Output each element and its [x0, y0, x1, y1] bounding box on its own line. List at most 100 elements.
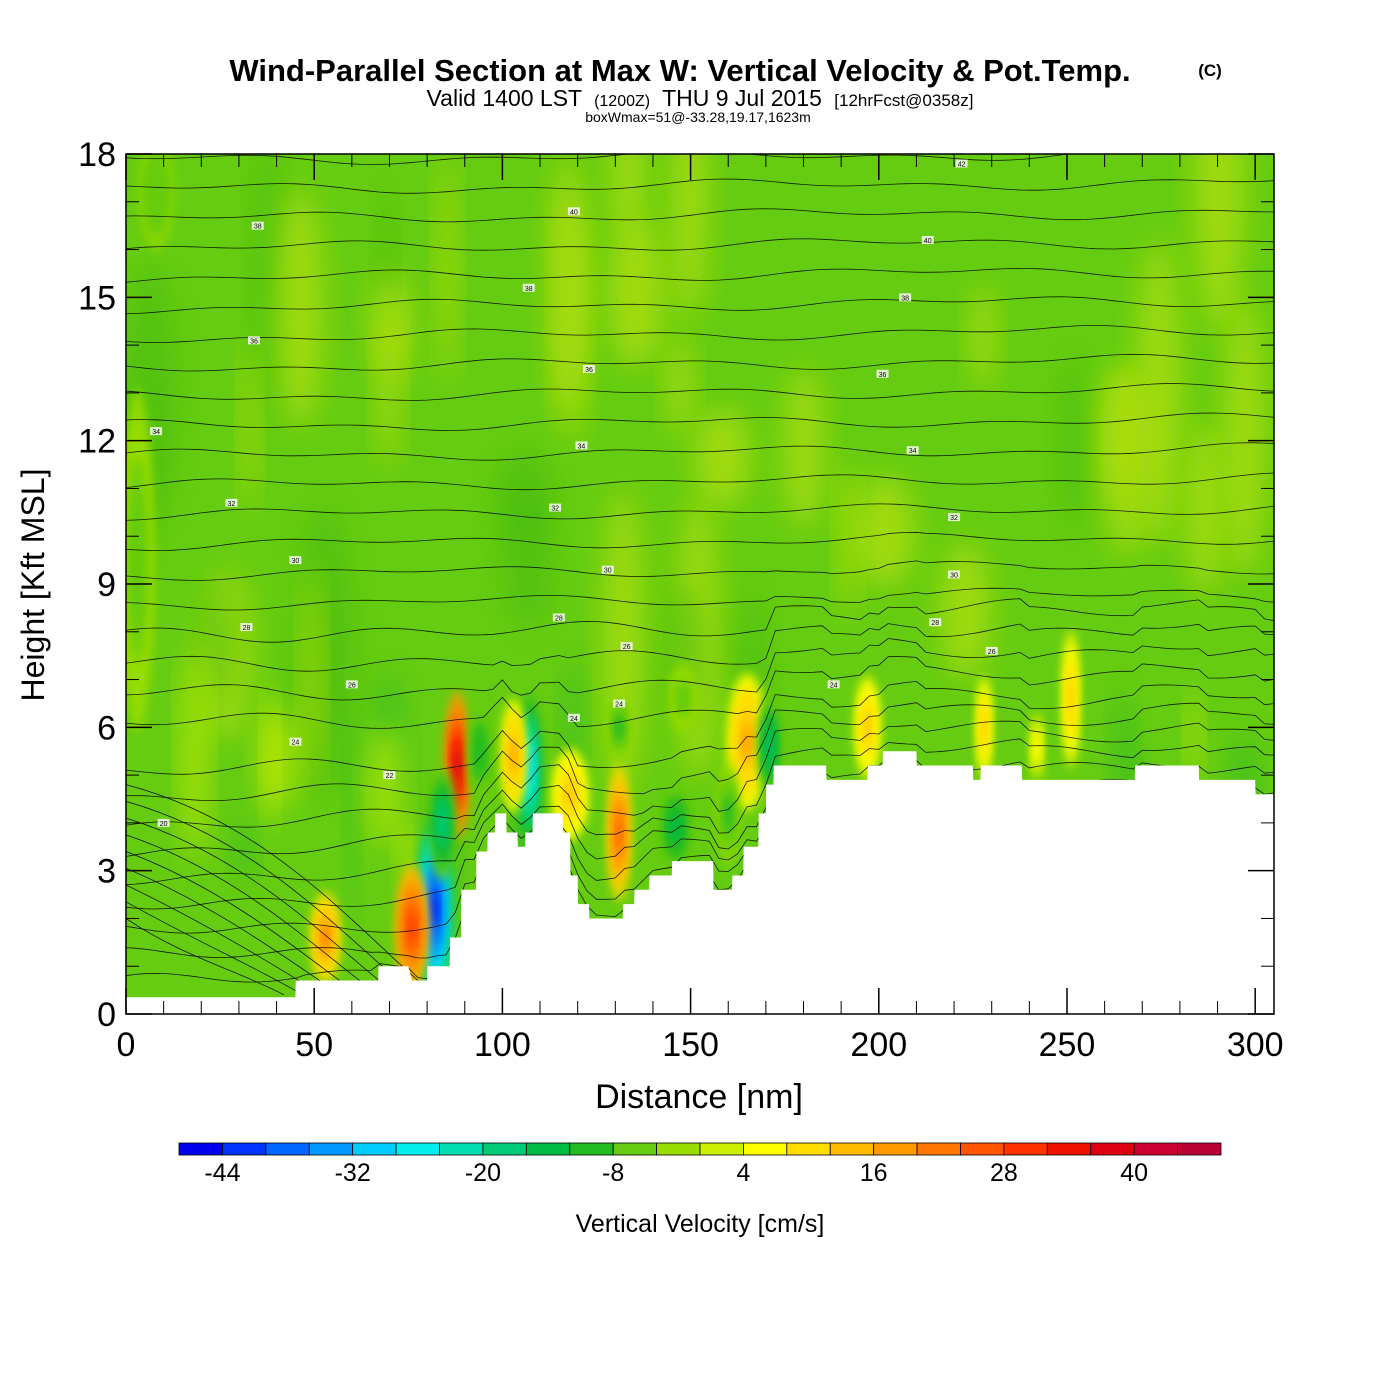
- updraft-patch: [671, 154, 708, 320]
- contour-label-bg: [613, 699, 626, 708]
- downdraft-core: [680, 691, 686, 706]
- contour-label: 34: [909, 448, 917, 455]
- y-tick-label: 6: [97, 709, 116, 747]
- isentrope-line: [126, 598, 1274, 643]
- updraft-patch: [260, 706, 294, 812]
- isentrope-line: [126, 720, 1274, 828]
- downdraft-core: [439, 811, 445, 835]
- updraft-core: [865, 717, 870, 738]
- contour-label-bg: [522, 283, 535, 292]
- downdraft-core: [672, 819, 679, 836]
- y-tick-labels: 0 3 6 9 12 15 18: [78, 136, 116, 1034]
- downdraft-core: [430, 890, 439, 928]
- updraft-patch: [607, 215, 665, 368]
- isentrope-line: [126, 442, 1274, 461]
- colorbar-swatch: [1046, 1142, 1092, 1156]
- updraft-patch: [1185, 420, 1224, 597]
- isentrope-line: [126, 867, 341, 996]
- x-tick-labels: 0 50 100 150 200 250 300: [117, 1026, 1284, 1064]
- updraft-core: [743, 727, 752, 756]
- plot-area: 20 22 24 26 28 30 32 34 36 38 24 24 26 28 30 32 34 36 38 40…: [126, 154, 1274, 1014]
- forecast-info: [12hrFcst@0358z]: [834, 91, 973, 110]
- downdraft-patch: [1059, 354, 1087, 531]
- updraft-patch: [694, 407, 751, 509]
- contour-label: 34: [152, 429, 160, 436]
- contour-label-bg: [948, 513, 961, 522]
- colorbar-tick-label: 4: [736, 1159, 750, 1187]
- colorbar-swatch: [656, 1142, 701, 1156]
- contour-label-bg: [827, 680, 840, 689]
- y-tick-label: 0: [97, 996, 116, 1034]
- contour-label-bg: [157, 818, 170, 827]
- downdraft-patch: [253, 154, 281, 406]
- colorbar-swatch: [916, 1142, 961, 1156]
- colorbar-swatch: [786, 1142, 831, 1156]
- updraft-patch: [784, 367, 824, 530]
- contour-label-bg: [876, 369, 889, 378]
- updraft-core: [1035, 739, 1039, 754]
- contour-label-bg: [985, 646, 998, 655]
- chart-subtitle: Valid 1400 LST (1200Z) THU 9 Jul 2015 [1…: [427, 85, 974, 111]
- x-tick-label: 200: [850, 1026, 907, 1064]
- colorbar-swatch: [743, 1142, 788, 1156]
- axis-ticks: [125, 153, 1274, 1015]
- isentrope-line: [126, 680, 1274, 775]
- isentrope-line: [126, 296, 1274, 315]
- contour-label-bg: [948, 570, 961, 579]
- downdraft-patch: [502, 487, 553, 630]
- contour-label: 24: [615, 701, 623, 708]
- contour-label-bg: [383, 771, 396, 780]
- isentrope-line: [126, 353, 1274, 372]
- colorbar-swatch: [352, 1142, 397, 1156]
- contour-label: 26: [623, 644, 631, 651]
- colorbar-tick-label: 28: [990, 1159, 1018, 1187]
- colorbar-swatch: [439, 1142, 484, 1156]
- contour-label-bg: [247, 336, 260, 345]
- x-tick-label: 100: [474, 1026, 531, 1064]
- updraft-patch: [1137, 239, 1181, 548]
- contour-label-bg: [552, 613, 565, 622]
- colorbar: [178, 1142, 1222, 1156]
- y-tick-label: 15: [78, 279, 116, 317]
- contour-label-bg: [955, 159, 968, 168]
- x-tick-label: 300: [1227, 1026, 1284, 1064]
- contour-label: 30: [950, 572, 958, 579]
- contour-labels: 20 22 24 26 28 30 32 34 36 38 24 24 26 28 30 32 34 36 38 40…: [150, 159, 998, 828]
- contour-label: 22: [386, 773, 394, 780]
- downdraft-patch: [205, 585, 234, 702]
- updraft-core: [566, 785, 574, 804]
- updraft-patch: [666, 335, 693, 435]
- updraft-patch: [302, 568, 322, 790]
- contour-label-bg: [225, 498, 238, 507]
- updraft-patch: [369, 724, 402, 848]
- contour-label-bg: [567, 207, 580, 216]
- downdraft-core: [152, 180, 160, 204]
- colorbar-swatch: [1090, 1142, 1135, 1156]
- updraft-patch: [241, 342, 257, 514]
- isentrope-line: [126, 702, 1274, 801]
- contour-label: 20: [160, 821, 168, 828]
- contour-label: 32: [950, 515, 958, 522]
- contour-label: 34: [578, 443, 586, 450]
- colorbar-swatch: [1133, 1142, 1178, 1156]
- contour-label-bg: [150, 427, 163, 436]
- colorbar-swatch: [482, 1142, 527, 1156]
- isentrope-line: [126, 178, 1274, 194]
- contour-label: 28: [931, 620, 939, 627]
- contour-label: 40: [570, 209, 578, 216]
- y-tick-label: 3: [97, 853, 116, 891]
- valid-time: Valid 1400 LST: [427, 85, 583, 111]
- downdraft-core: [616, 720, 622, 735]
- colorbar-tick-label: -32: [335, 1159, 371, 1187]
- colorbar-tick-label: -8: [602, 1159, 624, 1187]
- potential-temperature-contours: [126, 154, 1274, 1010]
- downdraft-patch: [346, 703, 358, 927]
- contour-label-bg: [289, 556, 302, 565]
- isentrope-line: [126, 154, 1071, 165]
- y-axis-label: Height [Kft MSL]: [15, 469, 51, 702]
- contour-label: 32: [551, 506, 559, 513]
- downdraft-core: [477, 740, 483, 762]
- colorbar-swatch: [265, 1142, 310, 1156]
- contour-label: 26: [348, 682, 356, 689]
- y-tick-label: 12: [78, 423, 116, 461]
